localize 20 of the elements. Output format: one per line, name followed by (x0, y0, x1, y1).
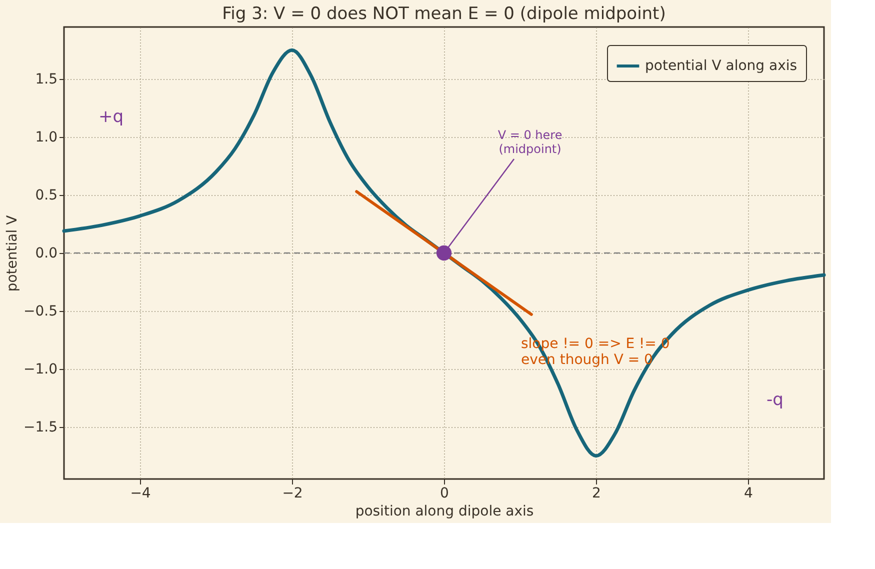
y-tick-label: 1.0 (35, 130, 58, 146)
x-tick-label: 0 (440, 486, 449, 502)
x-tick-label: −2 (282, 486, 303, 502)
y-tick-label: −1.5 (24, 419, 58, 436)
y-tick-label: −1.0 (24, 361, 58, 378)
x-tick-label: 4 (744, 486, 754, 502)
line-series (62, 48, 826, 458)
y-tick-label: −0.5 (24, 303, 58, 320)
y-axis-title: potential V (4, 214, 21, 292)
y-tick-label: 0.5 (35, 188, 58, 204)
annotation: -q (766, 390, 784, 410)
x-axis-title: position along dipole axis (355, 504, 534, 520)
y-tick-label: 0.0 (35, 246, 58, 262)
annotation: +q (98, 107, 124, 127)
x-tick-label: 2 (592, 486, 601, 502)
chart-title: Fig 3: V = 0 does NOT mean E = 0 (dipole midpoint) (222, 4, 666, 24)
x-tick-label: −4 (130, 486, 151, 502)
legend-label: potential V along axis (645, 58, 798, 74)
annotation: V = 0 here (midpoint) (498, 128, 562, 156)
y-tick-label: 1.5 (35, 72, 58, 88)
